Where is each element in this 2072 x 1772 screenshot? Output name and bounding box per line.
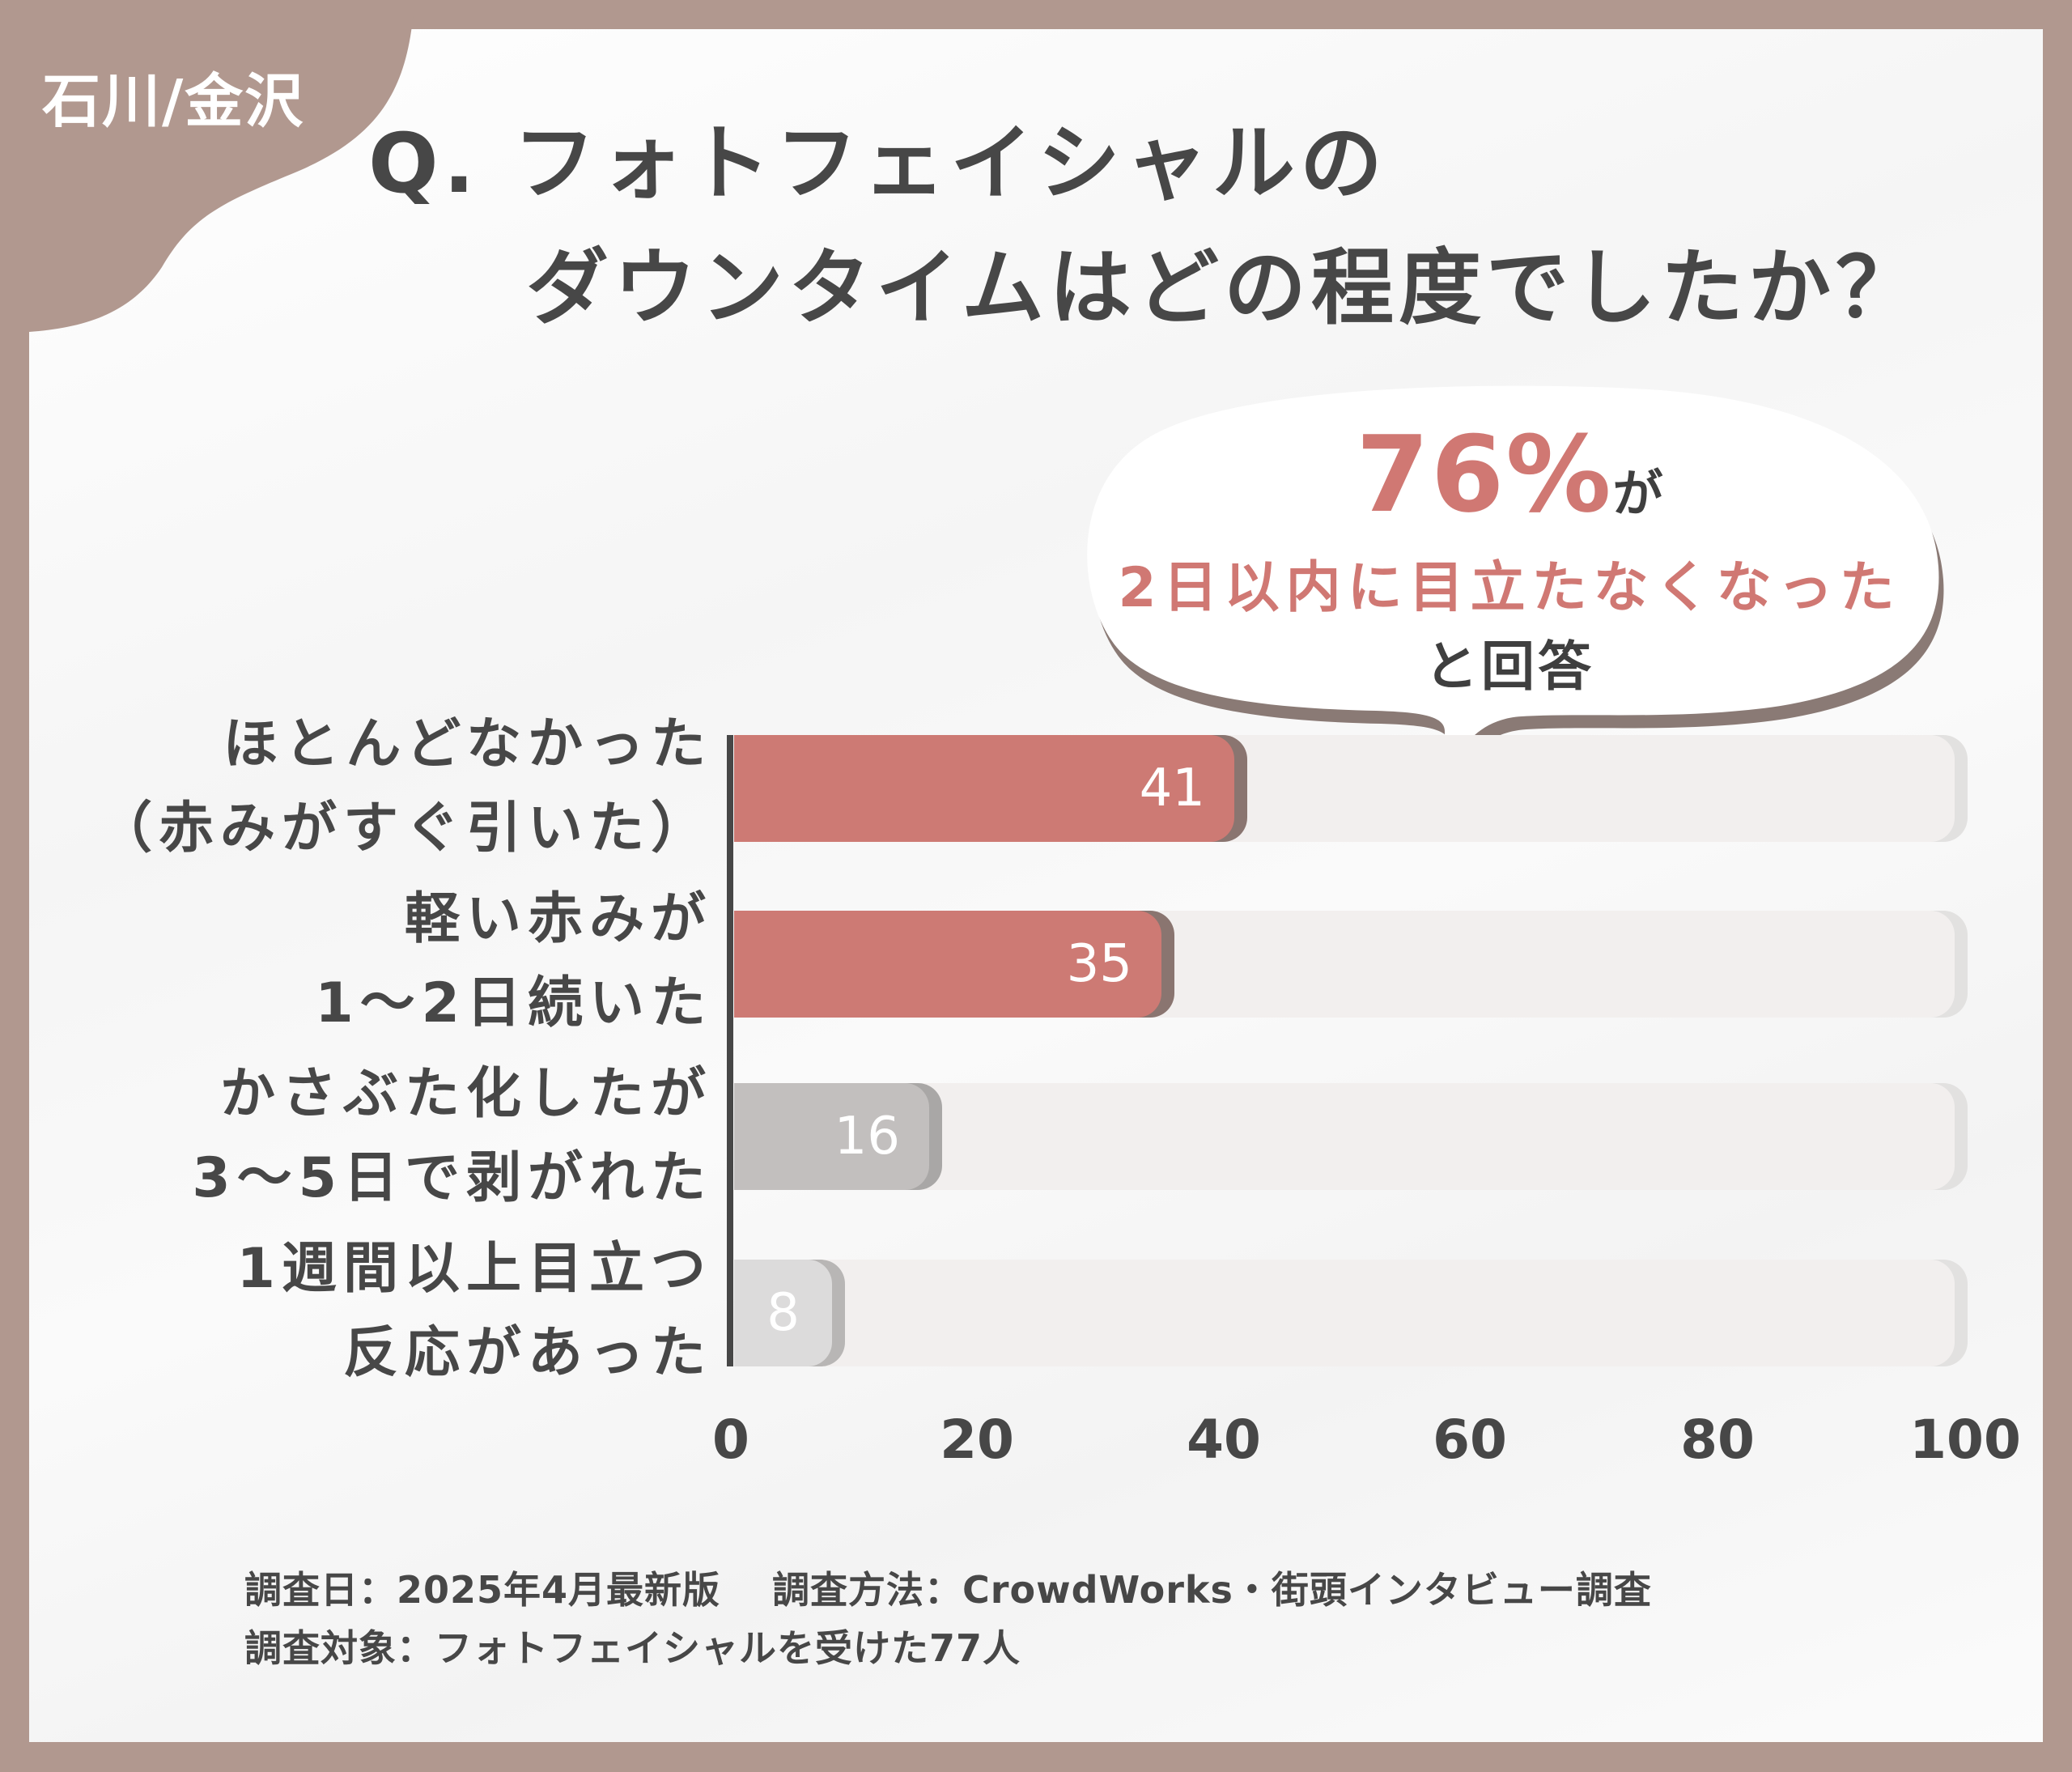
region-tag: 石川/金沢	[42, 67, 305, 135]
bar-track-3	[734, 1083, 1955, 1190]
callout-percent: 76%	[1356, 413, 1613, 536]
category-label-2-line2: 1〜2日続いた	[315, 971, 712, 1035]
category-label-3-line2: 3〜5日で剥がれた	[192, 1146, 712, 1210]
footer-survey-target: 調査対象：フォトフェイシャルを受けた77人	[244, 1626, 1021, 1670]
category-label-2-line1: 軽い赤みが	[404, 887, 712, 951]
title-line-2: ダウンタイムはどの程度でしたか？	[526, 240, 1923, 337]
callout-line-2: 2日以内に目立たなくなった	[1118, 556, 1901, 620]
category-label-1: ほとんどなかった （赤みがすぐ引いた）	[97, 703, 712, 871]
bar-value-3: 16	[834, 1107, 900, 1166]
corner-decoration	[0, 0, 414, 340]
bar-value-1: 41	[1139, 759, 1205, 818]
x-tick-80: 80	[1680, 1409, 1755, 1471]
category-label-4-line1: 1週間以上目立つ	[236, 1237, 712, 1301]
x-tick-100: 100	[1909, 1409, 2021, 1471]
category-label-3-line1: かさぶた化したが	[219, 1062, 712, 1126]
x-tick-40: 40	[1187, 1409, 1261, 1471]
bar-value-2: 35	[1066, 934, 1132, 994]
chart-panel	[29, 29, 2043, 1742]
page-title: Q. フォトフェイシャルの ダウンタイムはどの程度でしたか？	[368, 123, 1923, 330]
bar-value-4: 8	[766, 1283, 800, 1343]
bar-2: 35	[734, 911, 1161, 1018]
category-label-2: 軽い赤みが 1〜2日続いた	[315, 878, 712, 1046]
x-tick-0: 0	[712, 1409, 749, 1471]
bar-3: 16	[734, 1083, 929, 1190]
callout-headline: 76%が	[1076, 413, 1942, 536]
y-axis-line	[727, 735, 733, 1366]
bar-track-4	[734, 1260, 1955, 1366]
category-label-4: 1週間以上目立つ 反応があった	[237, 1227, 712, 1396]
category-label-1-line1: ほとんどなかった	[223, 712, 712, 776]
x-tick-60: 60	[1433, 1409, 1507, 1471]
x-tick-20: 20	[940, 1409, 1014, 1471]
bar-4: 8	[734, 1260, 832, 1366]
category-label-1-line2: （赤みがすぐ引いた）	[96, 797, 712, 861]
callout-particle: が	[1612, 464, 1663, 523]
title-line-1: Q. フォトフェイシャルの	[368, 116, 1387, 212]
footer-survey-info: 調査日：2025年4月最新版 調査方法：CrowdWorks・街頭インタビュー調…	[244, 1568, 1652, 1612]
category-label-4-line2: 反応があった	[342, 1321, 712, 1385]
category-label-3: かさぶた化したが 3〜5日で剥がれた	[192, 1052, 712, 1221]
bar-1: 41	[734, 735, 1234, 842]
callout-line-3: と回答	[1424, 635, 1594, 698]
